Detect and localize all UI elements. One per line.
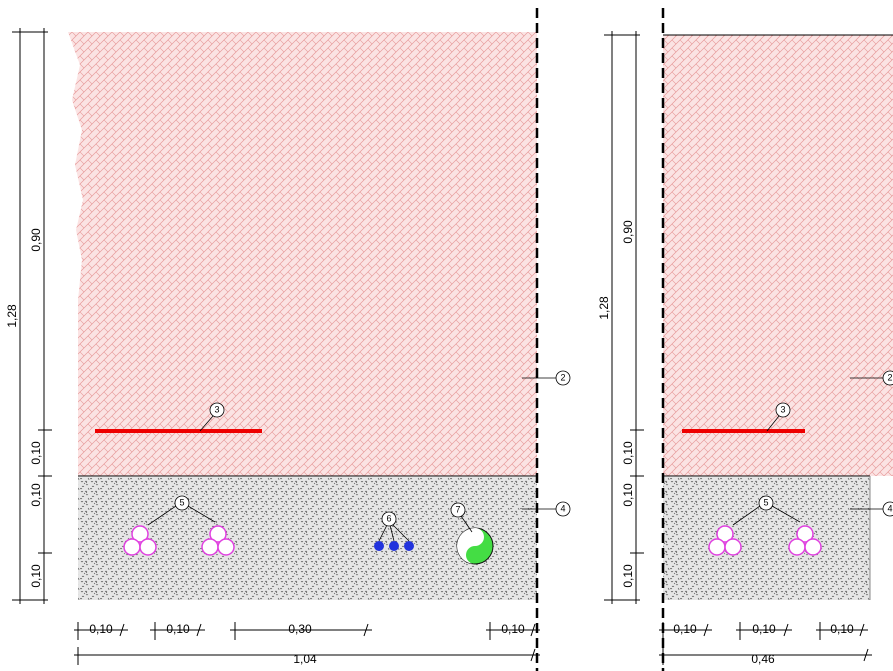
small-cables [374, 541, 414, 551]
dimension: 0,10 [29, 564, 43, 588]
dimension: 0,90 [29, 228, 43, 252]
callout: 4 [887, 503, 892, 513]
dimension: 0,90 [621, 220, 635, 244]
callout: 5 [763, 497, 768, 507]
horizontal-dimensions: 0,10 0,10 0,10 0,46 [659, 622, 872, 666]
right-section: 2 3 4 5 1,28 0,90 0,10 0,10 0,10 0,10 0,… [597, 8, 893, 671]
callout: 2 [560, 372, 565, 382]
callout: 2 [887, 372, 892, 382]
dimension: 0,10 [621, 441, 635, 465]
dimension: 0,10 [89, 622, 113, 636]
callout: 3 [214, 404, 219, 414]
dimension: 0,10 [673, 622, 697, 636]
dimension: 1,28 [5, 304, 19, 328]
dimension: 0,10 [29, 441, 43, 465]
callout: 7 [455, 504, 460, 514]
left-section: 2 3 4 5 6 7 1,28 0,90 0,10 0,10 0,10 [5, 8, 570, 671]
dimension: 0,10 [29, 483, 43, 507]
section-drawing: 2 3 4 5 6 7 1,28 0,90 0,10 0,10 0,10 [0, 0, 893, 671]
callout: 3 [780, 404, 785, 414]
dimension: 0,10 [752, 622, 776, 636]
dimension: 1,04 [293, 652, 317, 666]
dimension: 0,10 [830, 622, 854, 636]
dimension: 0,10 [621, 483, 635, 507]
soil-layer [68, 32, 537, 476]
dimension: 0,30 [288, 622, 312, 636]
horizontal-dimensions: 0,10 0,10 0,30 0,10 1,04 [74, 622, 540, 666]
vertical-dimensions: 1,28 0,90 0,10 0,10 0,10 [597, 31, 644, 604]
dimension: 0,46 [751, 652, 775, 666]
callout: 4 [560, 503, 565, 513]
callout: 5 [179, 497, 184, 507]
bedding-layer [663, 477, 870, 600]
vertical-dimensions: 1,28 0,90 0,10 0,10 0,10 [5, 28, 52, 604]
dimension: 0,10 [166, 622, 190, 636]
dimension: 1,28 [597, 296, 611, 320]
dimension: 0,10 [621, 564, 635, 588]
callout: 6 [386, 513, 391, 523]
dimension: 0,10 [501, 622, 525, 636]
